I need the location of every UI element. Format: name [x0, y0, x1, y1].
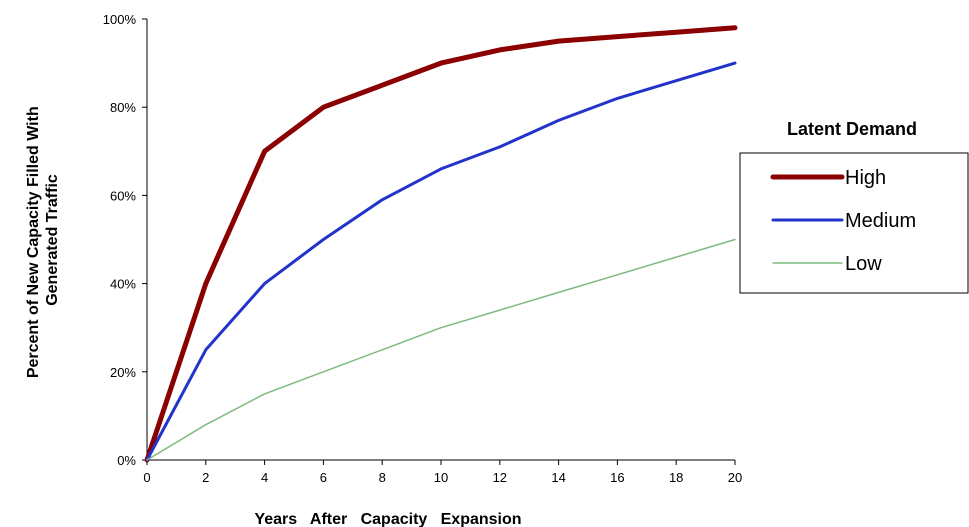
y-tick-label: 60% [110, 188, 136, 203]
series-line-high [144, 25, 738, 463]
x-tick-label: 10 [434, 470, 448, 485]
legend-items: High Medium Low [770, 167, 916, 275]
x-tick-label: 20 [728, 470, 742, 485]
series-lines [144, 25, 738, 463]
y-axis-title-line-2: Generated Traffic [44, 174, 61, 306]
x-axis-title: Years After Capacity Expansion [254, 511, 521, 527]
y-tick-label: 20% [110, 365, 136, 380]
x-tick-label: 4 [261, 470, 268, 485]
x-tick-label: 18 [669, 470, 683, 485]
legend-label-low: Low [845, 253, 882, 275]
series-line-medium [145, 61, 737, 462]
legend-label-high: High [845, 167, 886, 189]
x-tick-label: 12 [493, 470, 507, 485]
y-tick-label: 40% [110, 277, 136, 292]
legend-title: Latent Demand [787, 119, 917, 139]
axes [146, 19, 735, 461]
y-ticks: 0% 20% 40% 60% 80% 100% [103, 12, 147, 468]
legend-label-medium: Medium [845, 210, 916, 232]
y-axis-title: Percent of New Capacity Filled With Gene… [25, 102, 61, 378]
x-tick-label: 8 [379, 470, 386, 485]
y-tick-label: 80% [110, 100, 136, 115]
x-tick-label: 16 [610, 470, 624, 485]
y-axis-title-line-1: Percent of New Capacity Filled With [25, 106, 42, 378]
series-line-low [146, 238, 736, 461]
legend-box [739, 152, 969, 294]
y-tick-label: 100% [103, 12, 137, 27]
x-tick-label: 6 [320, 470, 327, 485]
x-tick-label: 2 [202, 470, 209, 485]
x-tick-label: 14 [551, 470, 565, 485]
x-tick-label: 0 [143, 470, 150, 485]
y-tick-label: 0% [117, 453, 136, 468]
x-ticks: 0 2 4 6 8 10 12 14 16 18 20 [143, 460, 742, 485]
legend: Latent Demand High Medium Low [739, 119, 969, 294]
